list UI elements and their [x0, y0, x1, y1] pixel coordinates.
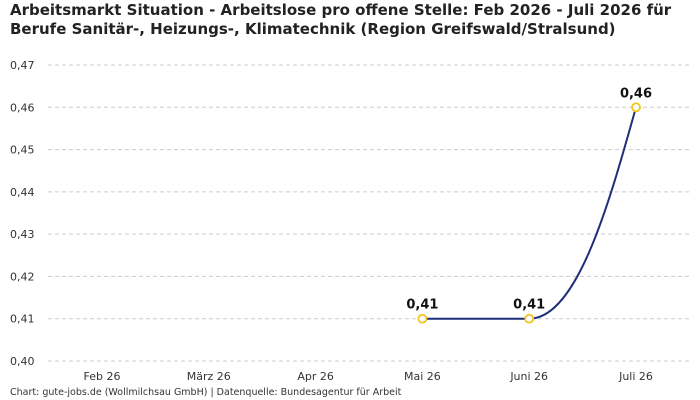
y-tick-label: 0,41 [10, 313, 35, 326]
chart-title-line-1: Arbeitsmarkt Situation - Arbeitslose pro… [10, 1, 672, 19]
data-labels: 0,41 0,41 0,46 [406, 86, 652, 312]
data-point [417, 313, 428, 324]
grid-lines [48, 64, 690, 362]
series-line [421, 106, 637, 320]
y-tick-label: 0,45 [10, 144, 35, 157]
y-tick-label: 0,42 [10, 270, 35, 283]
x-tick-label: Juni 26 [509, 370, 548, 383]
y-tick-label: 0,47 [10, 59, 35, 72]
data-point [524, 313, 535, 324]
x-tick-label: Mai 26 [404, 370, 441, 383]
data-label: 0,41 [513, 298, 545, 313]
chart-title-line-2: Berufe Sanitär-, Heizungs-, Klimatechnik… [10, 20, 616, 38]
x-tick-label: März 26 [187, 370, 231, 383]
y-axis-ticks: 0,40 0,41 0,42 0,43 0,44 0,45 0,46 0,47 [10, 59, 35, 368]
x-tick-label: Feb 26 [84, 370, 121, 383]
x-tick-label: Juli 26 [618, 370, 653, 383]
y-tick-label: 0,43 [10, 228, 35, 241]
chart-title: Arbeitsmarkt Situation - Arbeitslose pro… [10, 1, 690, 39]
data-markers [417, 102, 641, 324]
y-tick-label: 0,40 [10, 355, 35, 368]
series [421, 106, 637, 320]
chart-source: Chart: gute-jobs.de (Wollmilchsau GmbH) … [10, 387, 402, 398]
x-tick-label: Apr 26 [297, 370, 334, 383]
data-point [631, 102, 641, 113]
y-tick-label: 0,44 [10, 186, 35, 199]
data-label: 0,41 [406, 298, 438, 313]
y-tick-label: 0,46 [10, 101, 35, 114]
data-label: 0,46 [620, 86, 652, 101]
x-axis-ticks: Feb 26 März 26 Apr 26 Mai 26 Juni 26 Juli 26 [84, 370, 653, 383]
